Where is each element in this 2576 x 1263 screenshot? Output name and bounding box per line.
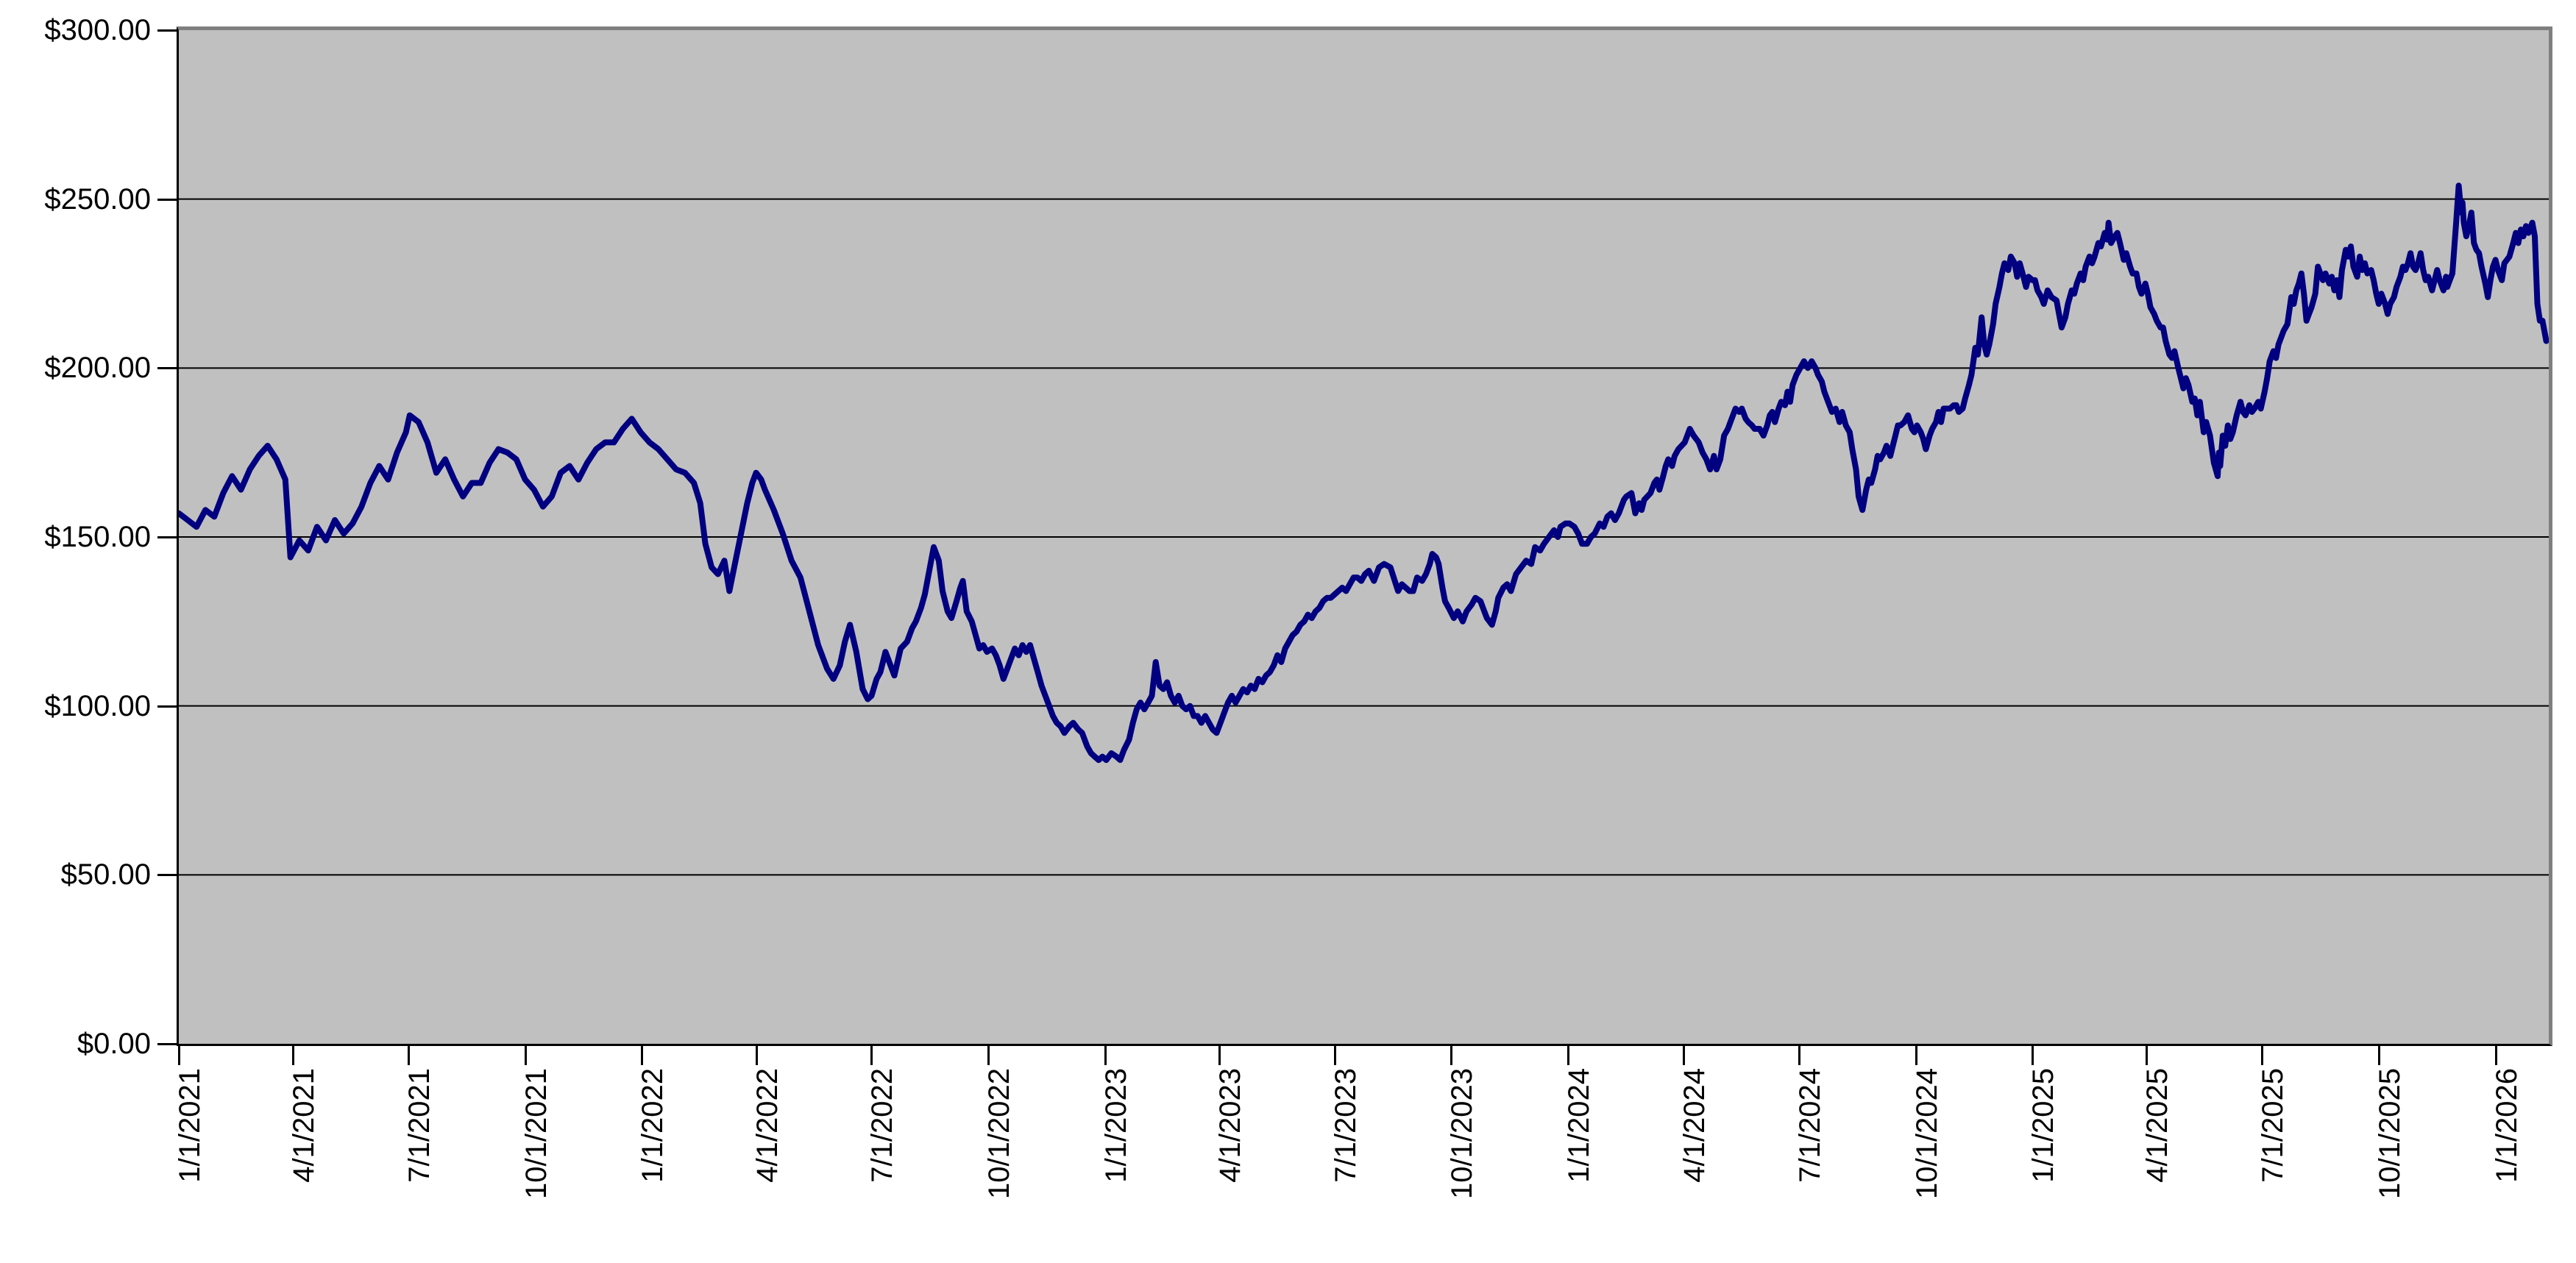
y-axis-label: $50.00 [60, 858, 151, 892]
y-tick [157, 29, 177, 32]
plot-area [177, 26, 2552, 1046]
x-axis-label: 1/1/2024 [1563, 1068, 1596, 1183]
x-axis-label: 4/1/2025 [2141, 1068, 2174, 1183]
y-tick [157, 198, 177, 201]
y-axis-label: $100.00 [44, 689, 151, 722]
y-axis-label: $200.00 [44, 352, 151, 385]
x-axis-label: 7/1/2025 [2257, 1068, 2290, 1183]
x-axis-label: 4/1/2021 [288, 1068, 321, 1183]
y-tick [157, 874, 177, 877]
x-axis-label: 7/1/2021 [403, 1068, 436, 1183]
x-tick [2032, 1046, 2034, 1065]
y-tick [157, 1043, 177, 1045]
y-axis-label: $0.00 [77, 1028, 151, 1060]
x-tick [1218, 1046, 1221, 1065]
plot-canvas [179, 182, 2549, 876]
y-axis-label: $250.00 [44, 182, 151, 216]
y-tick [157, 536, 177, 538]
x-axis-label: 1/1/2023 [1099, 1068, 1132, 1183]
x-tick [178, 1046, 180, 1065]
price-line-series [179, 182, 2549, 764]
x-axis-label: 10/1/2021 [519, 1068, 553, 1199]
x-axis-label: 4/1/2024 [1678, 1068, 1711, 1183]
x-tick [2146, 1046, 2149, 1065]
x-axis-label: 4/1/2022 [751, 1068, 784, 1183]
x-tick [1683, 1046, 1686, 1065]
x-tick [755, 1046, 758, 1065]
x-tick [1333, 1046, 1336, 1065]
x-axis-label: 10/1/2023 [1446, 1068, 1479, 1199]
y-tick [157, 705, 177, 708]
x-axis-label: 10/1/2024 [1910, 1068, 1943, 1199]
x-tick [2261, 1046, 2264, 1065]
y-tick [157, 367, 177, 370]
x-axis-label: 1/1/2025 [2027, 1068, 2060, 1183]
x-tick [870, 1046, 873, 1065]
x-tick [1450, 1046, 1453, 1065]
y-axis-label: $300.00 [44, 14, 151, 46]
x-tick [408, 1046, 411, 1065]
x-axis-label: 10/1/2025 [2373, 1068, 2406, 1199]
x-axis-label: 1/1/2026 [2490, 1068, 2523, 1183]
x-axis-label: 7/1/2024 [1793, 1068, 1826, 1183]
y-axis-label: $150.00 [44, 521, 151, 553]
x-axis-label: 1/1/2021 [174, 1068, 206, 1183]
x-tick [1567, 1046, 1570, 1065]
x-tick [524, 1046, 527, 1065]
x-axis-label: 7/1/2022 [866, 1068, 899, 1183]
x-tick [292, 1046, 295, 1065]
x-axis-label: 1/1/2022 [636, 1068, 670, 1183]
x-tick [2377, 1046, 2380, 1065]
x-axis-label: 10/1/2022 [983, 1068, 1016, 1199]
x-tick [987, 1046, 990, 1065]
x-axis-label: 4/1/2023 [1213, 1068, 1246, 1183]
x-tick [641, 1046, 644, 1065]
x-tick [2494, 1046, 2497, 1065]
x-tick [1915, 1046, 1917, 1065]
x-axis-label: 7/1/2023 [1329, 1068, 1362, 1183]
x-tick [1104, 1046, 1107, 1065]
x-tick [1798, 1046, 1800, 1065]
